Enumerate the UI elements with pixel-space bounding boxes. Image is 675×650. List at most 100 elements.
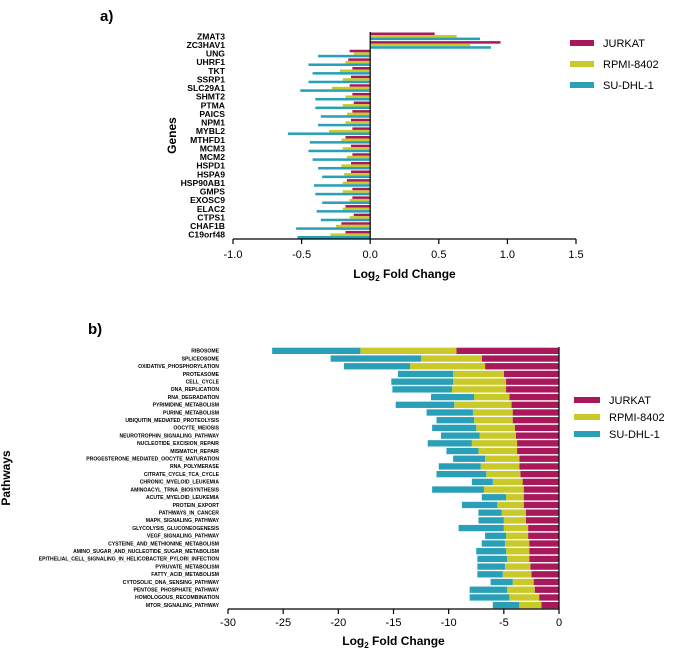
category-label: ELAC2	[197, 204, 225, 214]
category-label: MAPK_SIGNALING_PATHWAY	[146, 518, 220, 524]
bar-segment	[426, 409, 473, 416]
bar	[370, 35, 457, 38]
category-label: PTMA	[201, 100, 225, 110]
bar	[352, 67, 371, 70]
chart-panel-a: a) ZMAT3ZC3HAV1UNGUHRF1TKTSSRP1SLC29A1SHM…	[100, 8, 659, 283]
bar-segment	[477, 555, 508, 563]
category-label: DNA_REPLICATION	[171, 387, 219, 393]
x-axis-label-main: Log	[342, 634, 364, 648]
category-label: ZMAT3	[197, 31, 225, 41]
bar-segment	[517, 447, 559, 455]
bar-segment	[478, 517, 504, 524]
x-tick-label: 0.0	[363, 249, 378, 261]
bar-segment	[503, 517, 526, 524]
category-label: GLYCOLYSIS_GLUCONEOGENESIS	[132, 526, 219, 532]
x-axis-label: Log2 Fold Change	[342, 634, 445, 650]
bar	[352, 127, 371, 130]
bar-segment	[522, 478, 559, 486]
bar	[352, 110, 371, 113]
bar	[308, 63, 371, 66]
bar-segment	[519, 601, 542, 609]
bar-segment	[530, 563, 559, 570]
category-label: AMINO_SUGAR_AND_NUCLEOTIDE_SUGAR_METABOL…	[73, 549, 219, 555]
bar	[349, 198, 371, 202]
x-tick-label: -30	[220, 617, 236, 629]
category-label: NPM1	[201, 118, 225, 128]
category-label: CHAF1B	[190, 221, 225, 231]
x-tick-label: -1.0	[224, 249, 243, 261]
bar-segment	[539, 594, 559, 601]
bar-segment	[436, 417, 475, 424]
bar-segment	[519, 463, 559, 470]
bar-segment	[454, 401, 512, 408]
bar-segment	[506, 532, 529, 539]
category-label: OOCYTE_MEIOSIS	[173, 426, 219, 432]
x-axis-label-rest: Fold Change	[380, 267, 456, 281]
category-label: CTPS1	[197, 212, 225, 222]
bar	[342, 181, 371, 185]
bar-segment	[427, 440, 472, 447]
bar-segment	[528, 524, 559, 532]
bar	[346, 112, 371, 116]
category-label: MISMATCH_REPAIR	[170, 449, 219, 455]
x-tick-label: 1.5	[568, 249, 583, 261]
bar-segment	[503, 524, 529, 532]
category-label: PURINE_METABOLISM	[163, 410, 219, 416]
bar	[350, 170, 371, 174]
bar-segment	[481, 494, 507, 501]
legend-swatch	[570, 61, 594, 67]
legend-swatch	[574, 431, 600, 437]
bar-segment	[453, 370, 504, 378]
x-tick-label: -5	[499, 617, 509, 629]
bar-segment	[485, 532, 507, 539]
bar-segment	[461, 501, 498, 509]
legend-label: RPMI-8402	[603, 59, 659, 71]
panel-label: a)	[100, 8, 113, 25]
bar	[309, 141, 371, 144]
category-label: MTHFD1	[190, 135, 225, 145]
bar-segment	[485, 363, 559, 370]
bar-segment	[476, 424, 515, 432]
bar-segment	[529, 540, 559, 547]
bar-segment	[477, 563, 505, 570]
bar-segment	[512, 578, 534, 586]
x-axis-label-subscript: 2	[375, 274, 380, 283]
bar-segment	[507, 586, 535, 593]
bar	[346, 155, 371, 159]
bar-segment	[397, 370, 454, 378]
category-label: SSRP1	[197, 74, 225, 84]
category-label: CYTOSOLIC_DNA_SENSING_PATHWAY	[123, 580, 220, 586]
bar	[370, 32, 435, 36]
x-axis-label: Log2 Fold Change	[353, 267, 456, 283]
x-tick-label: 0	[556, 617, 562, 629]
bar	[313, 184, 371, 187]
category-label: UNG	[206, 49, 225, 59]
bar	[312, 158, 371, 161]
bar-segment	[501, 509, 526, 516]
category-label: AMINOACYL_TRNA_BIOSYNTHESIS	[130, 487, 219, 493]
x-tick-label: -0.5	[292, 249, 311, 261]
category-label: MCM2	[200, 152, 226, 162]
bar-segment	[391, 378, 454, 385]
category-label: GMPS	[200, 187, 226, 197]
category-label: MTOR_SIGNALING_PATHWAY	[146, 603, 220, 609]
bar	[320, 218, 371, 222]
bar	[308, 80, 371, 84]
category-label: PENTOSE_PHOSPHATE_PATHWAY	[134, 588, 220, 594]
bar	[370, 46, 491, 49]
bar	[297, 235, 371, 239]
category-label: FATTY_ACID_METABOLISM	[151, 572, 219, 578]
category-label: CITRATE_CYCLE_TCA_CYCLE	[144, 472, 220, 478]
bar	[320, 115, 371, 118]
legend-swatch	[570, 40, 594, 46]
legend-label: SU-DHL-1	[609, 429, 660, 441]
bar-segment	[497, 501, 524, 509]
bar	[346, 179, 371, 182]
bar-segment	[502, 571, 532, 578]
legend-label: JURKAT	[603, 38, 645, 50]
category-label: CELL_CYCLE	[186, 379, 220, 385]
bar	[341, 164, 371, 167]
x-tick-label: -10	[441, 617, 457, 629]
bar	[315, 106, 371, 110]
